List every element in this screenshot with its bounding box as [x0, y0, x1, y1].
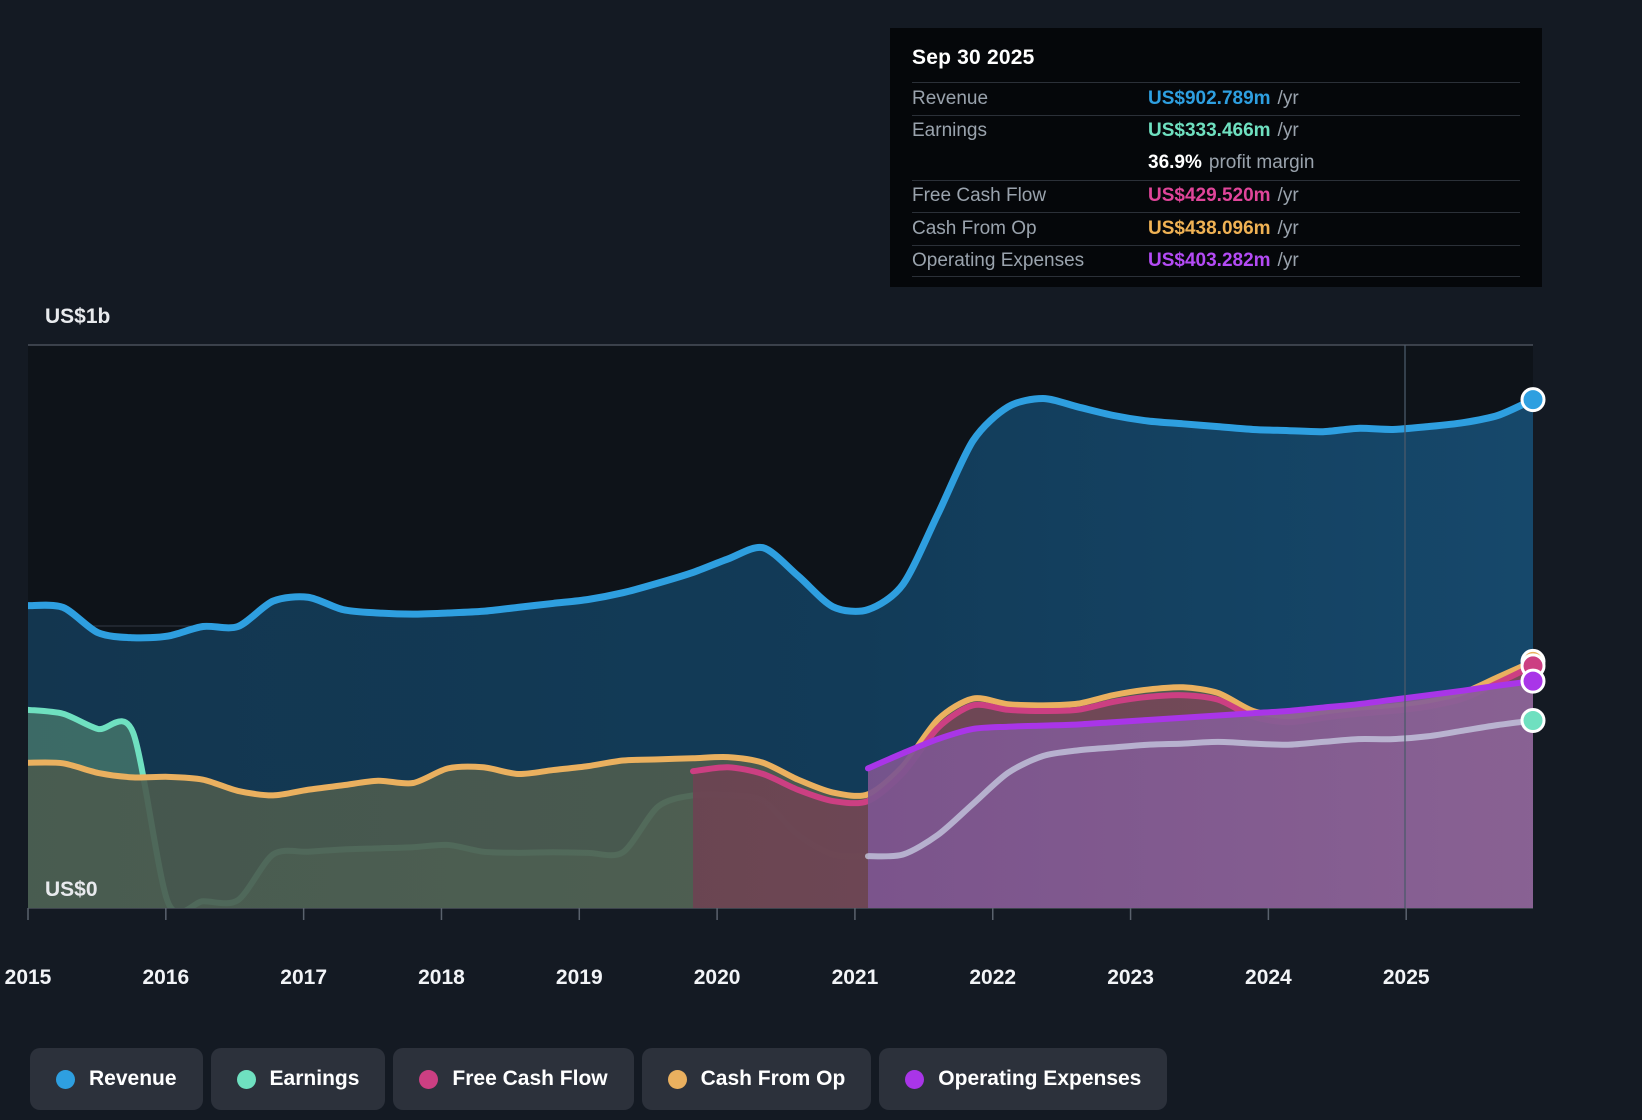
tooltip-unit-profit-margin: profit margin [1208, 152, 1315, 174]
legend-label: Operating Expenses [938, 1067, 1142, 1090]
legend-item-free-cash-flow[interactable]: Free Cash Flow [393, 1048, 634, 1110]
tooltip-label-operating-expenses: Operating Expenses [912, 249, 1085, 271]
legend-label: Revenue [89, 1067, 177, 1090]
tooltip-row-operating-expenses: Operating Expenses US$403.282m /yr [912, 244, 1520, 277]
endpoint-marker-earnings [1520, 708, 1546, 734]
legend-label: Free Cash Flow [452, 1067, 608, 1090]
legend-label: Earnings [269, 1067, 360, 1090]
line-earnings-overlay [865, 717, 1533, 860]
x-axis-tick-2017: 2017 [280, 966, 327, 989]
legend-label: Cash From Op [700, 1067, 846, 1090]
line-operating-expenses [865, 678, 1533, 772]
x-axis-tick-2019: 2019 [555, 966, 603, 989]
x-axis-tick-2025: 2025 [1382, 966, 1430, 989]
tooltip-value-operating-expenses: US$403.282m [1148, 249, 1271, 271]
tooltip-value-profit-margin: 36.9% [1148, 152, 1202, 174]
y-axis-label-top: US$1b [45, 305, 111, 328]
tooltip-unit-earnings: /yr [1277, 120, 1299, 142]
legend-dot-icon [905, 1069, 925, 1089]
tooltip-label-cash-from-op: Cash From Op [912, 217, 1037, 239]
data-tooltip: Sep 30 2025 Revenue US$902.789m /yr Earn… [890, 28, 1542, 287]
legend-item-revenue[interactable]: Revenue [30, 1048, 203, 1110]
tooltip-label-revenue: Revenue [912, 87, 989, 109]
tooltip-label-free-cash-flow: Free Cash Flow [912, 185, 1047, 207]
tooltip-value-revenue: US$902.789m [1148, 87, 1271, 109]
endpoint-marker-revenue [1520, 387, 1546, 413]
endpoint-markers [1520, 387, 1546, 734]
tooltip-row-cash-from-op: Cash From Op US$438.096m /yr [912, 212, 1520, 245]
legend-dot-icon [56, 1069, 75, 1089]
x-axis-tick-2018: 2018 [418, 966, 465, 989]
x-axis-tick-2024: 2024 [1245, 966, 1292, 989]
x-axis-tick-2020: 2020 [693, 966, 741, 989]
x-axis-tick-2023: 2023 [1107, 966, 1154, 989]
line-revenue [28, 394, 1533, 642]
tooltip-label-earnings: Earnings [912, 120, 987, 142]
legend-dot-icon [419, 1069, 439, 1089]
endpoint-marker-operating-expenses [1520, 668, 1546, 694]
tooltip-value-earnings: US$333.466m [1148, 120, 1271, 142]
legend-item-earnings[interactable]: Earnings [210, 1048, 386, 1110]
x-axis-tick-2016: 2016 [142, 966, 190, 989]
tooltip-unit-revenue: /yr [1277, 87, 1299, 109]
chart-legend: Revenue Earnings Free Cash Flow Cash From O… [30, 1048, 1168, 1110]
x-axis-tick-2022: 2022 [969, 966, 1017, 989]
tooltip-row-free-cash-flow: Free Cash Flow US$429.520m /yr [912, 179, 1520, 213]
legend-item-cash-from-op[interactable]: Cash From Op [641, 1048, 872, 1110]
legend-dot-icon [667, 1069, 687, 1089]
tooltip-date: Sep 30 2025 [912, 46, 1035, 69]
tooltip-unit-operating-expenses: /yr [1277, 249, 1299, 271]
tooltip-unit-cash-from-op: /yr [1277, 217, 1299, 239]
legend-item-operating-expenses[interactable]: Operating Expenses [879, 1048, 1168, 1110]
legend-dot-icon [236, 1069, 256, 1089]
tooltip-value-free-cash-flow: US$429.520m [1148, 185, 1271, 207]
tooltip-row-earnings: Earnings US$333.466m /yr [912, 114, 1520, 148]
x-axis-tick-2015: 2015 [4, 966, 52, 989]
tooltip-unit-free-cash-flow: /yr [1277, 185, 1299, 207]
tooltip-row-revenue: Revenue US$902.789m /yr [912, 82, 1520, 115]
y-axis-label-zero: US$0 [45, 878, 98, 901]
x-tick-marks [27, 908, 1407, 920]
x-axis-tick-2021: 2021 [831, 966, 879, 989]
tooltip-row-profit-margin: 36.9% profit margin [912, 147, 1520, 180]
tooltip-value-cash-from-op: US$438.096m [1148, 217, 1271, 239]
